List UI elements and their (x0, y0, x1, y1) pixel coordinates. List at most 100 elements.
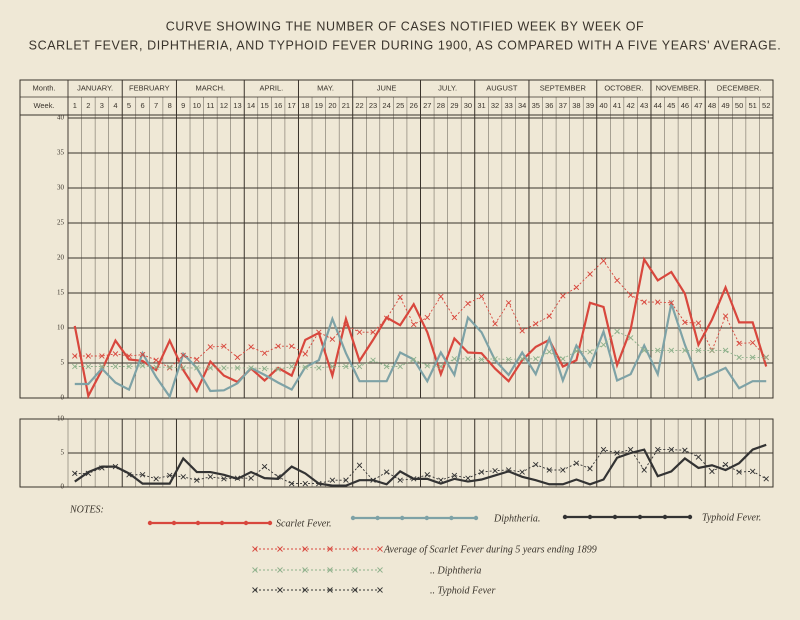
week-label: 22 (355, 101, 363, 110)
point-marker (465, 475, 471, 481)
point-marker (166, 365, 173, 371)
point-marker (682, 319, 688, 326)
point-marker (180, 352, 186, 359)
legend-marker (612, 514, 618, 520)
month-label: OCTOBER. (604, 83, 643, 92)
series-line (74, 299, 767, 400)
point-marker (72, 353, 78, 359)
point-marker (302, 351, 308, 357)
point-marker (99, 363, 105, 370)
point-marker (85, 353, 92, 359)
legend-marker (352, 587, 358, 593)
legend-marker (352, 567, 358, 573)
week-label: 31 (477, 101, 485, 110)
point-marker (234, 354, 241, 361)
point-marker (736, 354, 742, 361)
point-marker (383, 363, 390, 370)
week-label: 50 (735, 101, 743, 110)
week-label: 18 (301, 101, 309, 110)
point-marker (397, 363, 403, 370)
point-marker (533, 356, 539, 362)
point-marker (261, 350, 268, 356)
point-marker (627, 335, 634, 341)
y-tick-label: 35 (57, 149, 65, 157)
point-marker (641, 299, 647, 305)
legend-label: Typhoid Fever. (702, 512, 761, 523)
week-label: 17 (288, 101, 296, 110)
point-marker (573, 460, 580, 466)
y-tick-label: 40 (57, 114, 65, 122)
week-label: 28 (437, 101, 445, 110)
legend-marker (277, 546, 283, 552)
point-marker (614, 450, 620, 456)
point-marker (180, 365, 186, 371)
legend-marker (252, 567, 258, 573)
point-marker (587, 465, 593, 472)
week-label: 27 (423, 101, 431, 110)
title-line: CURVE SHOWING THE NUMBER OF CASES NOTIFI… (166, 19, 645, 33)
week-label: 20 (328, 101, 336, 110)
legend-marker (377, 567, 383, 573)
point-marker (587, 349, 593, 355)
row-label: Month. (33, 83, 56, 92)
point-marker (668, 300, 675, 306)
point-marker (668, 347, 675, 354)
legend-marker (377, 587, 383, 593)
legend-marker (350, 515, 356, 521)
point-marker (614, 277, 620, 284)
point-marker (641, 347, 647, 354)
point-marker (221, 343, 227, 349)
legend-label: Diphtheria. (493, 513, 540, 524)
week-label: 29 (450, 101, 458, 110)
legend-marker (243, 520, 249, 526)
week-label: 10 (193, 101, 201, 110)
point-marker (194, 477, 200, 483)
legend-marker (219, 520, 225, 526)
point-marker (139, 363, 146, 369)
week-label: 49 (721, 101, 729, 110)
point-marker (627, 292, 634, 298)
y-tick-label: 5 (61, 359, 65, 367)
point-marker (519, 356, 525, 362)
legend-marker (637, 514, 643, 520)
week-label: 4 (113, 101, 117, 110)
week-label: 51 (748, 101, 756, 110)
point-marker (234, 475, 241, 481)
point-marker (194, 356, 200, 363)
point-marker (749, 339, 756, 346)
legend-marker (377, 546, 383, 552)
point-marker (343, 322, 349, 328)
point-marker (560, 293, 566, 299)
point-marker (234, 365, 241, 371)
point-marker (194, 365, 200, 371)
legend-marker (375, 515, 380, 521)
point-marker (126, 353, 132, 359)
point-marker (248, 344, 254, 350)
point-marker (478, 293, 485, 300)
week-label: 13 (233, 101, 241, 110)
point-marker (682, 447, 688, 453)
point-marker (166, 472, 173, 479)
y-tick-label: 25 (57, 219, 65, 227)
point-marker (709, 468, 715, 475)
week-label: 35 (532, 101, 540, 110)
point-marker (356, 462, 363, 468)
legend-marker (473, 515, 479, 521)
point-marker (370, 357, 376, 363)
point-marker (316, 329, 322, 335)
point-marker (288, 480, 295, 487)
legend-marker (449, 515, 454, 521)
point-marker (329, 336, 336, 342)
point-marker (492, 356, 498, 362)
legend-label: Scarlet Fever. (276, 518, 332, 529)
week-label: 16 (274, 101, 282, 110)
week-label: 1 (73, 101, 77, 110)
point-marker (451, 314, 458, 321)
point-marker (438, 363, 444, 370)
point-marker (207, 365, 214, 371)
point-marker (139, 472, 146, 478)
point-marker (139, 351, 146, 358)
point-marker (600, 342, 607, 348)
point-marker (736, 340, 742, 347)
